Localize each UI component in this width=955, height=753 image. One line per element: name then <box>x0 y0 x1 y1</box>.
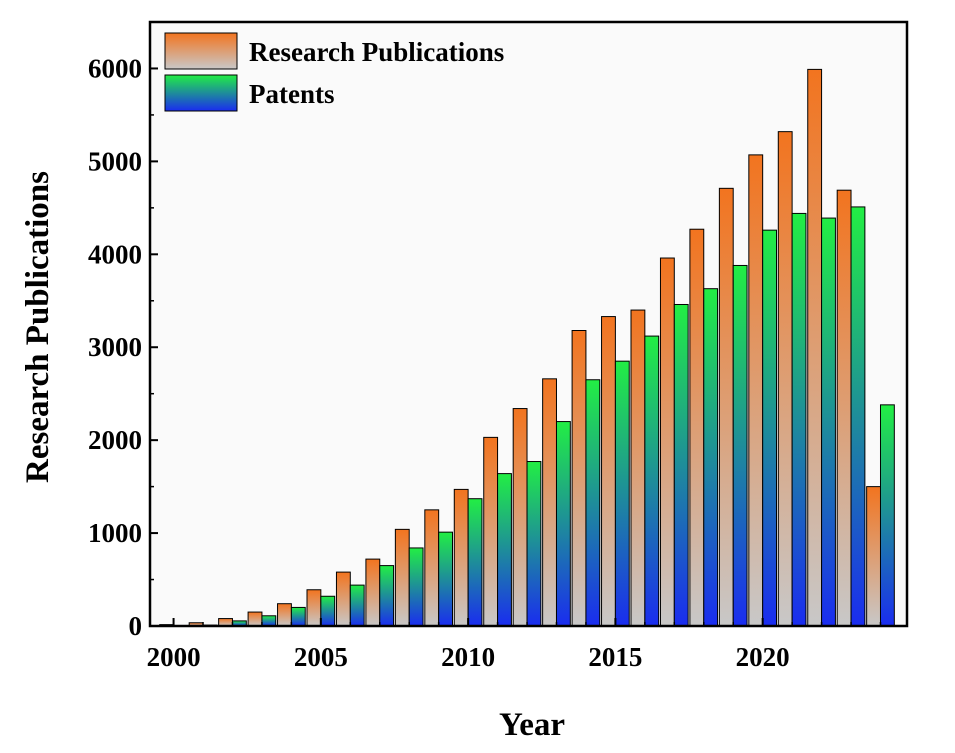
bar-patents-2003 <box>261 615 277 627</box>
bar-patents-2009 <box>438 531 454 627</box>
bar-research-2009 <box>424 509 440 627</box>
bar-research-2015 <box>601 316 616 627</box>
bar-research-2012 <box>512 408 528 627</box>
plot-frame <box>148 20 909 628</box>
bar-patents-2023 <box>850 206 866 627</box>
bar-patents-2014 <box>585 379 601 627</box>
y-tick-label-0: 0 <box>129 611 143 641</box>
legend-swatch-patents <box>164 74 238 112</box>
bar-patents-2004 <box>290 606 306 627</box>
x-tick-label-2010: 2010 <box>441 642 495 672</box>
y-tick-label-1000: 1000 <box>88 518 142 548</box>
bar-research-2022 <box>807 68 823 627</box>
bar-research-2020 <box>748 154 764 627</box>
bar-research-2013 <box>542 378 557 627</box>
bar-research-2021 <box>777 131 793 627</box>
bar-research-2003 <box>247 611 263 627</box>
bar-patents-2017 <box>673 303 689 627</box>
bars-group <box>159 68 895 627</box>
legend-label-research: Research Publications <box>249 37 504 67</box>
bar-patents-2022 <box>821 217 836 627</box>
bar-patents-2019 <box>732 264 748 627</box>
bar-patents-2011 <box>497 473 512 627</box>
bar-research-2011 <box>483 436 499 627</box>
bar-research-2014 <box>571 330 587 627</box>
bar-research-2023 <box>836 189 852 627</box>
bar-patents-2024 <box>879 404 895 627</box>
y-tick-label-5000: 5000 <box>88 146 142 176</box>
bar-research-2006 <box>335 571 351 627</box>
bar-research-2010 <box>453 488 469 627</box>
bar-patents-2007 <box>379 565 395 627</box>
bar-research-2004 <box>277 603 292 627</box>
bar-patents-2016 <box>644 335 660 627</box>
x-tick-label-2020: 2020 <box>736 642 790 672</box>
bar-research-2024 <box>866 486 881 627</box>
y-tick-label-3000: 3000 <box>88 332 142 362</box>
y-tick-label-2000: 2000 <box>88 425 142 455</box>
y-axis-title: Research Publications <box>20 171 56 483</box>
x-tick-label-2015: 2015 <box>588 642 642 672</box>
bar-research-2019 <box>718 187 734 627</box>
bar-patents-2008 <box>408 547 424 627</box>
bar-research-2018 <box>689 228 705 627</box>
bar-patents-2013 <box>555 421 571 627</box>
bar-patents-2010 <box>467 498 483 627</box>
bar-research-2005 <box>306 589 322 627</box>
bar-patents-2021 <box>791 212 807 627</box>
x-axis-title: Year <box>499 707 565 743</box>
bar-research-2008 <box>394 528 410 627</box>
y-tick-label-4000: 4000 <box>88 239 142 269</box>
bar-patents-2012 <box>526 461 542 627</box>
bar-research-2007 <box>365 558 381 627</box>
y-tick-label-6000: 6000 <box>88 53 142 83</box>
bar-patents-2015 <box>614 360 630 627</box>
bar-patents-2018 <box>703 288 719 627</box>
legend: Research Publications Patents <box>164 32 504 112</box>
bar-research-2016 <box>630 309 646 627</box>
x-tick-label-2005: 2005 <box>294 642 348 672</box>
x-tick-label-2000: 2000 <box>147 642 201 672</box>
bar-patents-2005 <box>320 595 336 627</box>
legend-label-patents: Patents <box>249 79 334 109</box>
axes-group: 0 1000 2000 3000 4000 5000 6000 2000 2005 2010 201… <box>88 20 909 672</box>
bar-patents-2020 <box>762 229 778 627</box>
bar-research-2017 <box>659 257 675 627</box>
legend-swatch-research <box>164 32 238 70</box>
bar-patents-2006 <box>349 584 365 627</box>
